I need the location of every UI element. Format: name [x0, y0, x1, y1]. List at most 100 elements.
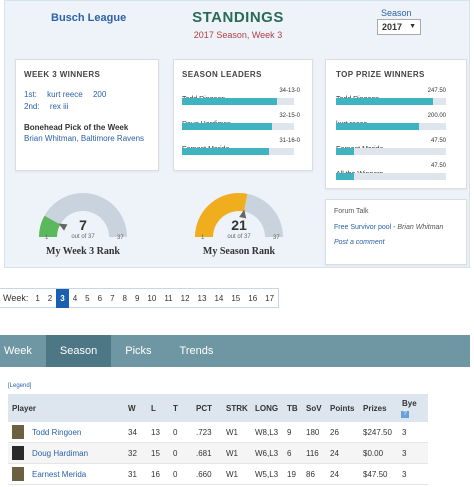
table-cell: 19	[287, 470, 296, 479]
legend-link[interactable]: [Legend]	[8, 383, 32, 389]
week-link-13[interactable]: 13	[197, 293, 207, 303]
table-cell: 3	[402, 428, 407, 437]
prize-row[interactable]: All the Winners47.50	[336, 163, 456, 183]
week-link-7[interactable]: 7	[110, 293, 115, 303]
help-icon[interactable]: ?	[401, 411, 409, 418]
week-link-6[interactable]: 6	[97, 293, 103, 303]
season-rank-min: 1	[201, 235, 205, 241]
winner-score: 200	[92, 90, 107, 99]
player-name[interactable]: Earnest Merida	[32, 470, 87, 479]
week-winners-card: WEEK 3 WINNERS 1st: kurt reece 200 2nd: …	[15, 59, 159, 171]
forum-post-title[interactable]: Free Survivor pool	[334, 224, 392, 231]
gauge-fill	[39, 215, 61, 237]
table-cell: 0	[173, 470, 178, 479]
week-link-8[interactable]: 8	[122, 293, 127, 303]
column-header: L	[151, 404, 156, 413]
prize-bar-track	[336, 123, 446, 130]
winner-name[interactable]: kurt reece	[47, 90, 83, 99]
league-name[interactable]: Busch League	[51, 12, 127, 24]
week-link-14[interactable]: 14	[214, 293, 224, 303]
week-link-15[interactable]: 15	[231, 293, 241, 303]
season-leaders-title: SEASON LEADERS	[182, 70, 262, 79]
gauge-pointer	[239, 209, 247, 219]
table-cell: .723	[196, 428, 212, 437]
tab-season[interactable]: Season	[45, 335, 112, 367]
week-rank-max: 37	[117, 235, 124, 241]
forum-post: Free Survivor pool - Brian Whitman	[334, 224, 458, 231]
prize-row[interactable]: Earnest Merida47.50	[336, 138, 456, 158]
column-header: STRK	[226, 404, 248, 413]
week-link-4[interactable]: 4	[72, 293, 78, 303]
table-header: ? Player W L T PCT STRK LONG TB SoV Points Prizes B…	[8, 394, 428, 422]
leader-record: 32-15-0	[279, 113, 300, 119]
week-link-9[interactable]: 9	[134, 293, 140, 303]
table-cell: .660	[196, 470, 212, 479]
week-link-5[interactable]: 5	[85, 293, 90, 303]
player-name[interactable]: Doug Hardiman	[32, 449, 89, 458]
week-winners-title: WEEK 3 WINNERS	[24, 70, 101, 79]
table-cell: 0	[173, 449, 178, 458]
table-cell: 3	[402, 449, 407, 458]
table-cell: 34	[128, 428, 137, 437]
prize-amount: 47.50	[430, 138, 446, 144]
player-name[interactable]: Todd Ringoen	[32, 428, 82, 437]
tab-trends[interactable]: Trends	[179, 345, 214, 357]
table-cell: 9	[287, 428, 292, 437]
prize-bar-fill	[336, 173, 354, 180]
week-rank-value: 7	[79, 217, 87, 233]
chevron-down-icon: ▼	[409, 23, 416, 30]
week-link-12[interactable]: 12	[180, 293, 190, 303]
forum-card: Forum Talk Free Survivor pool - Brian Wh…	[325, 199, 467, 265]
season-select[interactable]: 2017 ▼	[377, 19, 421, 35]
table-row[interactable]: Todd Ringoen 34 13 0 .723 W1 W8,L3 9 180 26 $247.5…	[8, 422, 428, 443]
winner-name[interactable]: rex iii	[49, 102, 69, 111]
week-link-3[interactable]: 3	[56, 288, 69, 308]
table-cell: 3	[402, 470, 407, 479]
season-rank-value: 21	[231, 217, 247, 233]
column-header: PCT	[196, 404, 212, 413]
winner-place: 2nd:	[24, 102, 40, 111]
week-link-11[interactable]: 11	[164, 293, 173, 303]
week-link-2[interactable]: 2	[47, 293, 53, 303]
table-cell: $0.00	[363, 449, 384, 458]
post-comment-link[interactable]: Post a comment	[334, 239, 385, 246]
page-title: STANDINGS	[192, 9, 284, 26]
season-select-value: 2017	[382, 22, 403, 32]
prize-row[interactable]: Todd Ringoen247.50	[336, 88, 456, 108]
gauge-pointer	[58, 223, 68, 231]
table-cell: 15	[151, 449, 160, 458]
season-rank-max: 37	[273, 235, 280, 241]
column-header: Points	[330, 404, 355, 413]
table-row[interactable]: Earnest Merida 31 16 0 .660 W1 W5,L3 19 86 24 $47.…	[8, 464, 428, 485]
week-link-16[interactable]: 16	[248, 293, 258, 303]
leader-bar-fill	[182, 148, 270, 155]
column-header[interactable]: Player	[12, 404, 37, 413]
column-header: LONG	[255, 404, 279, 413]
standings-table: ? Player W L T PCT STRK LONG TB SoV Points Prizes B…	[8, 394, 428, 485]
column-header: Prizes	[363, 404, 387, 413]
prize-amount: 47.50	[430, 163, 446, 169]
leader-record: 34-13-0	[279, 88, 300, 94]
leader-bar-track	[182, 148, 294, 155]
tab-picks[interactable]: Picks	[125, 345, 152, 357]
column-header: W	[128, 404, 136, 413]
table-cell: .681	[196, 449, 212, 458]
week-link-1[interactable]: 1	[35, 293, 40, 303]
table-cell: W1	[226, 470, 238, 479]
table-cell: 86	[306, 470, 315, 479]
week-link-10[interactable]: 10	[147, 293, 157, 303]
table-row[interactable]: Doug Hardiman 32 15 0 .681 W1 W6,L3 6 116 24 $0.00…	[8, 443, 428, 464]
column-header: T	[173, 404, 178, 413]
tab-week[interactable]: Week	[4, 345, 32, 357]
winner-place: 1st:	[24, 90, 37, 99]
avatar	[12, 425, 24, 439]
table-cell: 0	[173, 428, 178, 437]
season-rank-out-of: out of 37	[227, 234, 251, 240]
table-cell: W6,L3	[255, 449, 279, 458]
week-link-17[interactable]: 17	[265, 293, 275, 303]
forum-post-author: - Brian Whitman	[391, 224, 444, 231]
